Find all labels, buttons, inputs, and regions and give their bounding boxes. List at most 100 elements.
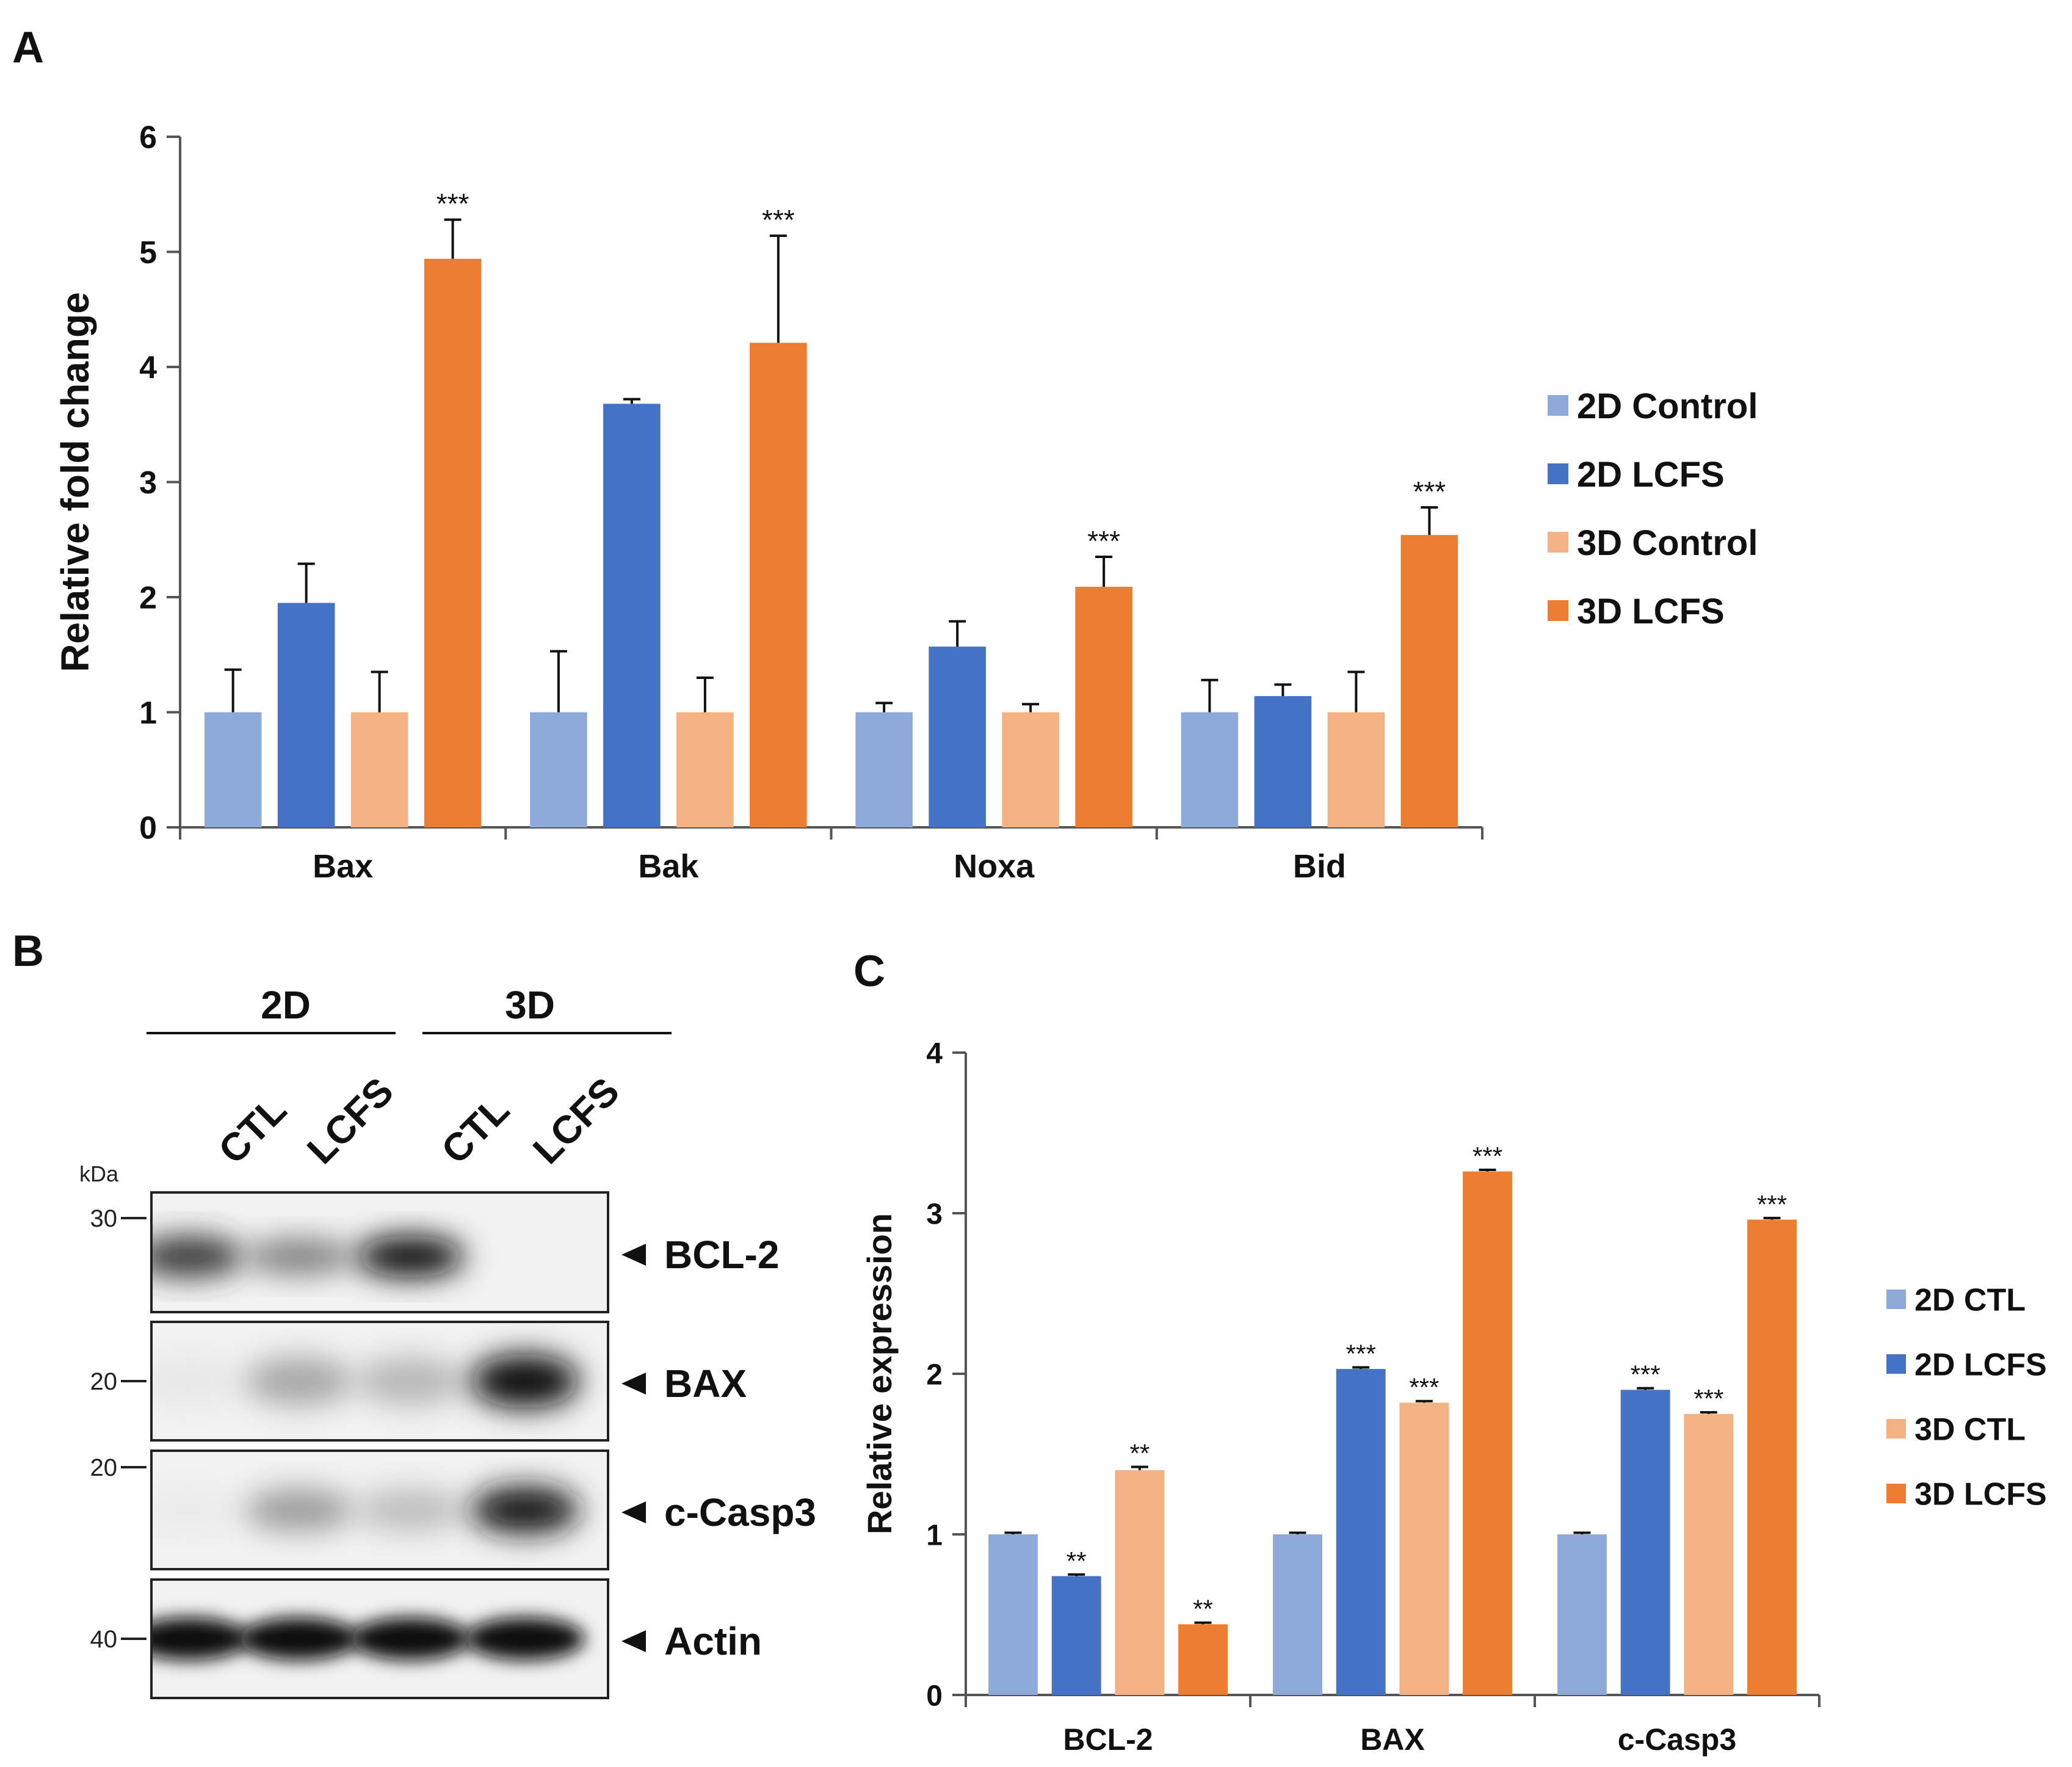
protein-arrow-icon xyxy=(621,1244,646,1266)
blot-band xyxy=(245,1238,353,1275)
bar xyxy=(1747,1219,1797,1695)
y-tick-label: 4 xyxy=(139,350,157,386)
blot-band xyxy=(151,1357,244,1406)
legend-label: 3D LCFS xyxy=(1577,592,1725,631)
y-tick-label: 2 xyxy=(926,1359,943,1391)
legend-swatch xyxy=(1548,463,1568,484)
bar xyxy=(1620,1390,1670,1695)
legend-swatch xyxy=(1548,395,1568,416)
bar xyxy=(1115,1470,1165,1695)
protein-arrow-icon xyxy=(621,1630,646,1652)
bar xyxy=(1336,1369,1386,1695)
blot-lane-label-2: LCFS xyxy=(299,1069,402,1172)
chart-a: 0 1 2 3 4 5 6 Relative fold change Bax *** Bak *** N… xyxy=(53,120,1758,885)
protein-arrow-icon xyxy=(621,1373,646,1395)
protein-label: Actin xyxy=(664,1619,762,1663)
significance-label: *** xyxy=(1413,476,1446,507)
bar xyxy=(1327,712,1385,827)
legend-label: 3D CTL xyxy=(1914,1412,2026,1448)
marker-label: 20 xyxy=(90,1368,118,1395)
bar xyxy=(1051,1576,1101,1695)
significance-label: *** xyxy=(1409,1373,1439,1402)
bar xyxy=(350,712,408,827)
blot-band xyxy=(245,1357,353,1406)
blot-band-group xyxy=(151,1486,579,1534)
significance-label: *** xyxy=(1087,525,1120,557)
x-category-label: BAX xyxy=(1360,1722,1425,1757)
y-tick-label: 1 xyxy=(926,1519,943,1551)
bar xyxy=(676,712,734,827)
blot-band xyxy=(350,1617,470,1660)
protein-label: c-Casp3 xyxy=(664,1490,816,1534)
marker-label: 40 xyxy=(90,1626,118,1653)
significance-label: *** xyxy=(1693,1384,1723,1413)
significance-label: *** xyxy=(1757,1190,1787,1219)
legend-swatch xyxy=(1886,1419,1906,1439)
bar xyxy=(277,603,335,827)
y-tick-label: 1 xyxy=(139,695,157,731)
bar xyxy=(530,712,587,827)
bar xyxy=(1178,1624,1228,1695)
bar xyxy=(750,343,807,827)
blot-band-group xyxy=(151,1617,585,1660)
bar xyxy=(1684,1413,1734,1695)
legend-swatch xyxy=(1886,1354,1906,1374)
x-category-label: Bid xyxy=(1293,848,1346,885)
blot-band xyxy=(471,1354,579,1408)
x-category-label: Noxa xyxy=(954,848,1035,885)
blot-band xyxy=(356,1357,465,1406)
bar xyxy=(1181,712,1239,827)
blot-frame xyxy=(150,1191,609,1313)
significance-label: *** xyxy=(1346,1339,1376,1368)
protein-arrow-icon xyxy=(621,1501,646,1523)
blot-frame xyxy=(150,1321,609,1442)
blot-band xyxy=(245,1489,353,1531)
y-tick-label: 5 xyxy=(139,235,157,270)
bar xyxy=(929,647,986,827)
bar xyxy=(988,1534,1038,1695)
blot-band xyxy=(239,1617,359,1660)
significance-label: *** xyxy=(762,204,795,236)
protein-label: BCL-2 xyxy=(664,1233,779,1277)
bar xyxy=(855,712,913,827)
x-category-label: c-Casp3 xyxy=(1618,1722,1737,1757)
y-tick-label: 2 xyxy=(139,581,157,616)
x-category-label: Bax xyxy=(313,848,373,885)
legend-swatch xyxy=(1886,1290,1906,1309)
significance-label: *** xyxy=(1472,1142,1502,1170)
bar xyxy=(1399,1402,1449,1695)
blot-lane-label-1: CTL xyxy=(210,1087,295,1172)
blot-frame xyxy=(150,1450,609,1570)
protein-label: BAX xyxy=(664,1362,747,1406)
blot-lane-label-3: CTL xyxy=(433,1087,518,1172)
legend-label: 2D LCFS xyxy=(1914,1348,2047,1383)
panel-label-c: C xyxy=(853,947,885,996)
blot-lane-label-4: LCFS xyxy=(524,1069,628,1172)
legend-swatch xyxy=(1548,532,1568,553)
y-tick-label: 3 xyxy=(926,1198,943,1230)
x-category-label: Bak xyxy=(638,848,699,885)
western-blot: 2D 3D CTL LCFS CTL LCFS kDa 30 BCL-2 20 BAX… xyxy=(79,983,816,1699)
bar xyxy=(424,258,482,827)
y-axis-label: Relative expression xyxy=(860,1213,899,1534)
legend-label: 2D Control xyxy=(1577,386,1758,426)
marker-label: 30 xyxy=(90,1205,118,1232)
bar xyxy=(1463,1171,1512,1695)
significance-label: ** xyxy=(1129,1439,1150,1468)
blot-rows: 30 BCL-2 20 BAX 20 c-Casp3 40 Actin xyxy=(90,1191,816,1699)
blot-band-group xyxy=(151,1236,465,1277)
legend-label: 3D LCFS xyxy=(1914,1477,2047,1512)
significance-label: *** xyxy=(1631,1360,1661,1389)
blot-frame xyxy=(150,1578,609,1699)
blot-band xyxy=(151,1489,244,1531)
bar xyxy=(1273,1534,1322,1695)
significance-label: *** xyxy=(436,188,469,220)
bar xyxy=(1557,1534,1607,1695)
x-category-label: BCL-2 xyxy=(1063,1722,1153,1757)
y-tick-label: 6 xyxy=(139,120,157,156)
y-axis-label: Relative fold change xyxy=(53,292,97,672)
y-tick-label: 0 xyxy=(139,811,157,846)
y-tick-label: 0 xyxy=(926,1680,943,1712)
